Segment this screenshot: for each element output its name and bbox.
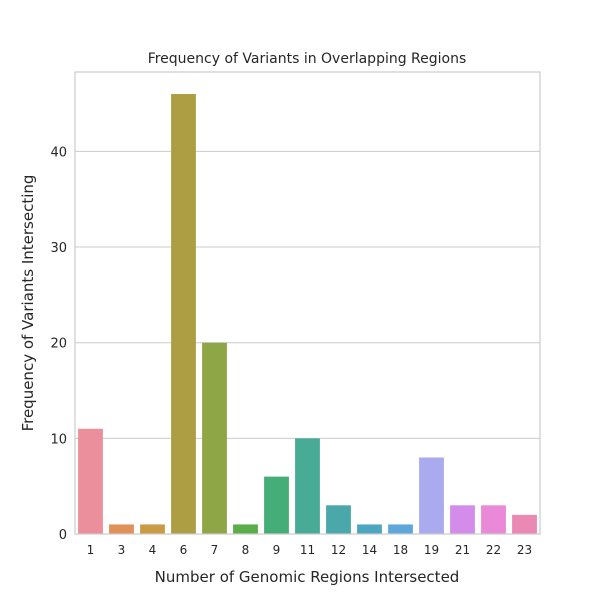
bar-19 xyxy=(419,457,444,534)
bar-23 xyxy=(512,514,537,534)
y-axis-label: Frequency of Variants Intersecting xyxy=(19,175,37,432)
bars xyxy=(78,94,537,534)
x-tick-label: 1 xyxy=(87,543,95,557)
bar-22 xyxy=(481,505,506,534)
y-tick-label: 40 xyxy=(50,145,67,160)
x-tick-label: 14 xyxy=(362,543,377,557)
x-tick-label: 22 xyxy=(486,543,501,557)
bar-18 xyxy=(388,524,413,534)
bar-6 xyxy=(171,94,196,534)
plot-frame xyxy=(74,71,541,535)
bar-12 xyxy=(326,505,351,534)
bar-1 xyxy=(78,428,103,534)
bar-21 xyxy=(450,505,475,534)
y-tick-label: 20 xyxy=(50,337,67,352)
bar-7 xyxy=(202,342,227,534)
x-tick-label: 23 xyxy=(517,543,532,557)
bar-14 xyxy=(357,524,382,534)
x-tick-label: 18 xyxy=(393,543,408,557)
bar-3 xyxy=(109,524,134,534)
x-tick-label: 9 xyxy=(273,543,281,557)
x-tick-label: 12 xyxy=(331,543,346,557)
x-tick-label: 3 xyxy=(118,543,126,557)
bar-11 xyxy=(295,438,320,534)
chart-title: Frequency of Variants in Overlapping Reg… xyxy=(148,51,467,67)
y-tick-label: 30 xyxy=(50,241,67,256)
x-tick-label: 11 xyxy=(300,543,315,557)
y-tick-label: 10 xyxy=(50,432,67,447)
bar-4 xyxy=(140,524,165,534)
x-tick-label: 19 xyxy=(424,543,439,557)
x-tick-label: 7 xyxy=(211,543,219,557)
x-tick-label: 21 xyxy=(455,543,470,557)
x-tick-label: 6 xyxy=(180,543,188,557)
x-axis-label: Number of Genomic Regions Intersected xyxy=(155,568,460,586)
y-tick-label: 0 xyxy=(59,528,67,543)
x-tick-label: 8 xyxy=(242,543,250,557)
y-tick-labels: 0 10 20 30 40 xyxy=(50,145,67,543)
x-tick-labels: 1 3 4 6 7 8 9 11 12 14 18 19 21 22 23 xyxy=(87,543,532,557)
bar-8 xyxy=(233,524,258,534)
bar-9 xyxy=(264,476,289,534)
x-tick-label: 4 xyxy=(149,543,157,557)
